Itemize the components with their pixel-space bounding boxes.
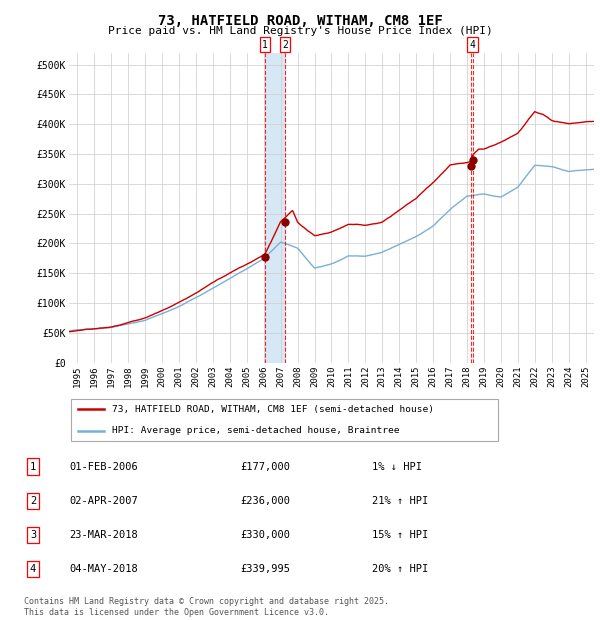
Text: 73, HATFIELD ROAD, WITHAM, CM8 1EF (semi-detached house): 73, HATFIELD ROAD, WITHAM, CM8 1EF (semi… [112, 405, 434, 414]
Point [260, 252, 270, 262]
Point [280, 217, 290, 227]
Text: £236,000: £236,000 [240, 495, 290, 506]
Text: 2: 2 [30, 495, 36, 506]
Text: 73, HATFIELD ROAD, WITHAM, CM8 1EF: 73, HATFIELD ROAD, WITHAM, CM8 1EF [158, 14, 442, 28]
Text: 3: 3 [30, 529, 36, 540]
Text: 23-MAR-2018: 23-MAR-2018 [69, 529, 138, 540]
Text: £177,000: £177,000 [240, 461, 290, 472]
Text: 1: 1 [262, 40, 268, 50]
Text: 20% ↑ HPI: 20% ↑ HPI [372, 564, 428, 574]
Text: 21% ↑ HPI: 21% ↑ HPI [372, 495, 428, 506]
Text: 2: 2 [282, 40, 288, 50]
Text: 4: 4 [30, 564, 36, 574]
Text: £330,000: £330,000 [240, 529, 290, 540]
Text: £339,995: £339,995 [240, 564, 290, 574]
Text: 02-APR-2007: 02-APR-2007 [69, 495, 138, 506]
Text: 1% ↓ HPI: 1% ↓ HPI [372, 461, 422, 472]
Point [466, 161, 476, 171]
Text: Price paid vs. HM Land Registry's House Price Index (HPI): Price paid vs. HM Land Registry's House … [107, 26, 493, 36]
Bar [265, 53, 285, 363]
FancyBboxPatch shape [71, 399, 498, 441]
Text: 01-FEB-2006: 01-FEB-2006 [69, 461, 138, 472]
Text: HPI: Average price, semi-detached house, Braintree: HPI: Average price, semi-detached house,… [112, 426, 400, 435]
Text: 04-MAY-2018: 04-MAY-2018 [69, 564, 138, 574]
Text: 4: 4 [470, 40, 476, 50]
Text: Contains HM Land Registry data © Crown copyright and database right 2025.
This d: Contains HM Land Registry data © Crown c… [24, 598, 389, 617]
Point [468, 155, 478, 165]
Text: 15% ↑ HPI: 15% ↑ HPI [372, 529, 428, 540]
Text: 1: 1 [30, 461, 36, 472]
